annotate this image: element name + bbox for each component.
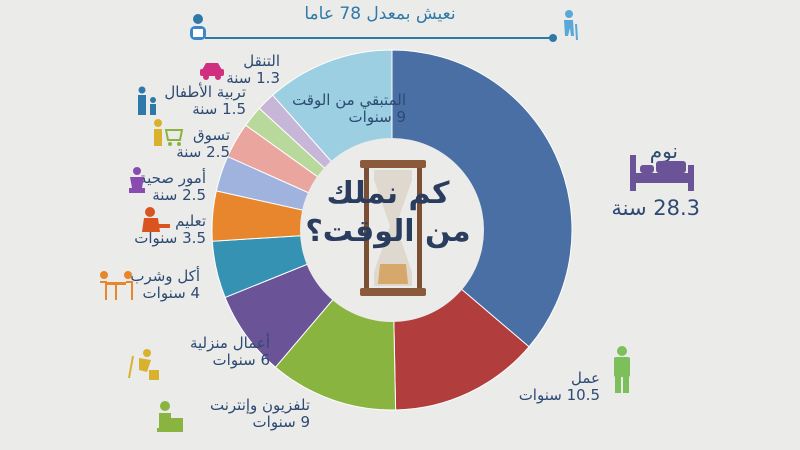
baby-icon: [190, 14, 206, 40]
cleaning-icon: [128, 349, 159, 380]
shopping-cart-icon: [154, 119, 184, 146]
car-icon: [200, 63, 224, 80]
housework-name: أعمال منزلية: [189, 334, 270, 352]
center-title-line1: كم نملك: [326, 176, 450, 211]
dining-icon: [100, 271, 133, 300]
education-name: تعليم: [175, 212, 206, 230]
study-icon: [142, 207, 170, 232]
bed-icon: [630, 155, 694, 191]
label-childcare: تربية الأطفال 1.5 سنة: [150, 83, 246, 119]
timeline-dot: [549, 34, 557, 42]
tv-internet-name: تلفزيون وإنترنت: [209, 396, 310, 414]
label-housework: أعمال منزلية 6 سنوات: [120, 334, 270, 370]
label-tv-internet: تلفزيون وإنترنت 9 سنوات: [150, 396, 310, 432]
childcare-name: تربية الأطفال: [164, 83, 246, 101]
timeline: [190, 10, 578, 42]
eating-value: 4 سنوات: [142, 284, 200, 303]
education-value: 3.5 سنوات: [134, 229, 206, 248]
timeline-text: نعيش بمعدل 78 عاما: [304, 4, 456, 24]
health-value: 2.5 سنة: [152, 186, 206, 205]
worker-icon: [614, 346, 630, 393]
parent-child-icon: [138, 86, 156, 115]
label-shopping: تسوق 2.5 سنة: [150, 126, 230, 162]
eating-name: أكل وشرب: [130, 267, 200, 285]
center-title-line2: من الوقت؟: [305, 213, 471, 249]
label-remaining: المتبقي من الوقت 9 سنوات: [280, 91, 406, 127]
label-eating: أكل وشرب 4 سنوات: [120, 267, 200, 303]
shopping-name: تسوق: [193, 126, 230, 144]
hourglass-icon: [360, 160, 426, 296]
label-education: تعليم 3.5 سنوات: [120, 212, 206, 248]
tv-internet-value: 9 سنوات: [252, 413, 310, 432]
work-value: 10.5 سنوات: [518, 386, 600, 405]
health-care-icon: [129, 167, 145, 193]
sleep-name: نوم: [649, 139, 678, 163]
label-sleep: نوم: [560, 140, 678, 163]
remaining-name: المتبقي من الوقت: [292, 91, 406, 109]
label-transport: التنقل 1.3 سنة: [200, 52, 280, 88]
shopping-value: 2.5 سنة: [176, 143, 230, 162]
remaining-value: 9 سنوات: [348, 108, 406, 127]
work-name: عمل: [571, 369, 600, 387]
label-sleep-value: 28.3 سنة: [590, 196, 700, 220]
sleep-value: 28.3 سنة: [611, 196, 700, 220]
childcare-value: 1.5 سنة: [192, 100, 246, 119]
label-health: أمور صحية 2.5 سنة: [120, 169, 206, 205]
elder-icon: [564, 10, 578, 41]
housework-value: 6 سنوات: [212, 351, 270, 370]
laptop-person-icon: [157, 401, 183, 432]
label-work: عمل 10.5 سنوات: [480, 369, 600, 405]
health-name: أمور صحية: [139, 169, 206, 187]
transport-value: 1.3 سنة: [226, 69, 280, 88]
transport-name: التنقل: [243, 52, 280, 70]
pie-slice-sleep: [391, 49, 573, 348]
center-title: كم نملك من الوقت؟: [288, 175, 488, 250]
